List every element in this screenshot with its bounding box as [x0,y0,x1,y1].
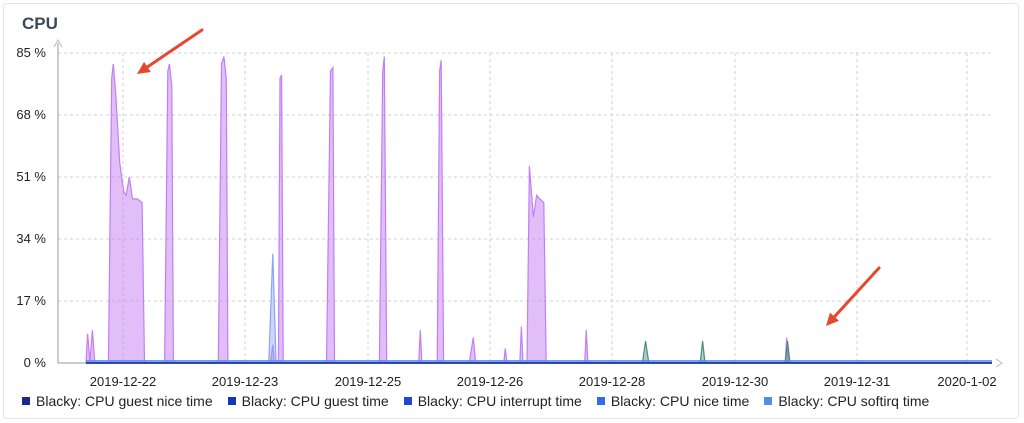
legend-item[interactable]: Blacky: CPU nice time [596,393,750,409]
legend-item[interactable]: Blacky: CPU interrupt time [403,393,582,409]
legend-label: Blacky: CPU softirq time [778,393,930,409]
y-tick-label: 34 % [16,231,46,246]
arrow-head [137,61,151,74]
x-tick-label: 2019-12-31 [824,374,891,389]
y-tick-label: 0 % [24,355,47,370]
arrow-shaft [140,28,204,73]
legend-label: Blacky: CPU guest nice time [36,393,213,409]
legend-item[interactable]: Blacky: CPU guest time [227,393,389,409]
x-tick-label: 2020-1-02 [937,374,996,389]
x-tick-label: 2019-12-26 [457,374,524,389]
y-tick-label: 17 % [16,293,46,308]
arrow-shaft [828,266,881,324]
series-line-5 [85,56,992,364]
legend-label: Blacky: CPU interrupt time [417,393,582,409]
legend-swatch [764,397,773,405]
chart-legend: Blacky: CPU guest nice time Blacky: CPU g… [22,393,929,409]
x-tick-label: 2019-12-28 [579,374,646,389]
legend-swatch [403,397,412,405]
annotation-arrow-2 [826,266,881,326]
y-tick-label: 51 % [16,169,46,184]
x-axis-arrow [995,358,1003,368]
x-tick-label: 2019-12-25 [335,374,402,389]
arrow-head [826,312,839,326]
y-tick-label: 85 % [16,45,46,60]
x-tick-label: 2019-12-23 [212,374,279,389]
y-axis-arrow [53,38,63,48]
series-line-7 [86,341,992,364]
legend-label: Blacky: CPU nice time [610,393,750,409]
x-tick-label: 2019-12-22 [90,374,157,389]
legend-label: Blacky: CPU guest time [241,393,389,409]
legend-swatch [227,397,236,405]
legend-swatch [596,397,605,405]
legend-item[interactable]: Blacky: CPU softirq time [764,393,929,409]
x-tick-label: 2019-12-30 [702,374,769,389]
chart-title: CPU [22,14,58,33]
legend-item[interactable]: Blacky: CPU guest nice time [22,393,213,409]
y-tick-label: 68 % [16,107,46,122]
legend-swatch [22,397,30,405]
series-area-5 [86,56,992,363]
annotation-arrow-1 [137,28,204,74]
